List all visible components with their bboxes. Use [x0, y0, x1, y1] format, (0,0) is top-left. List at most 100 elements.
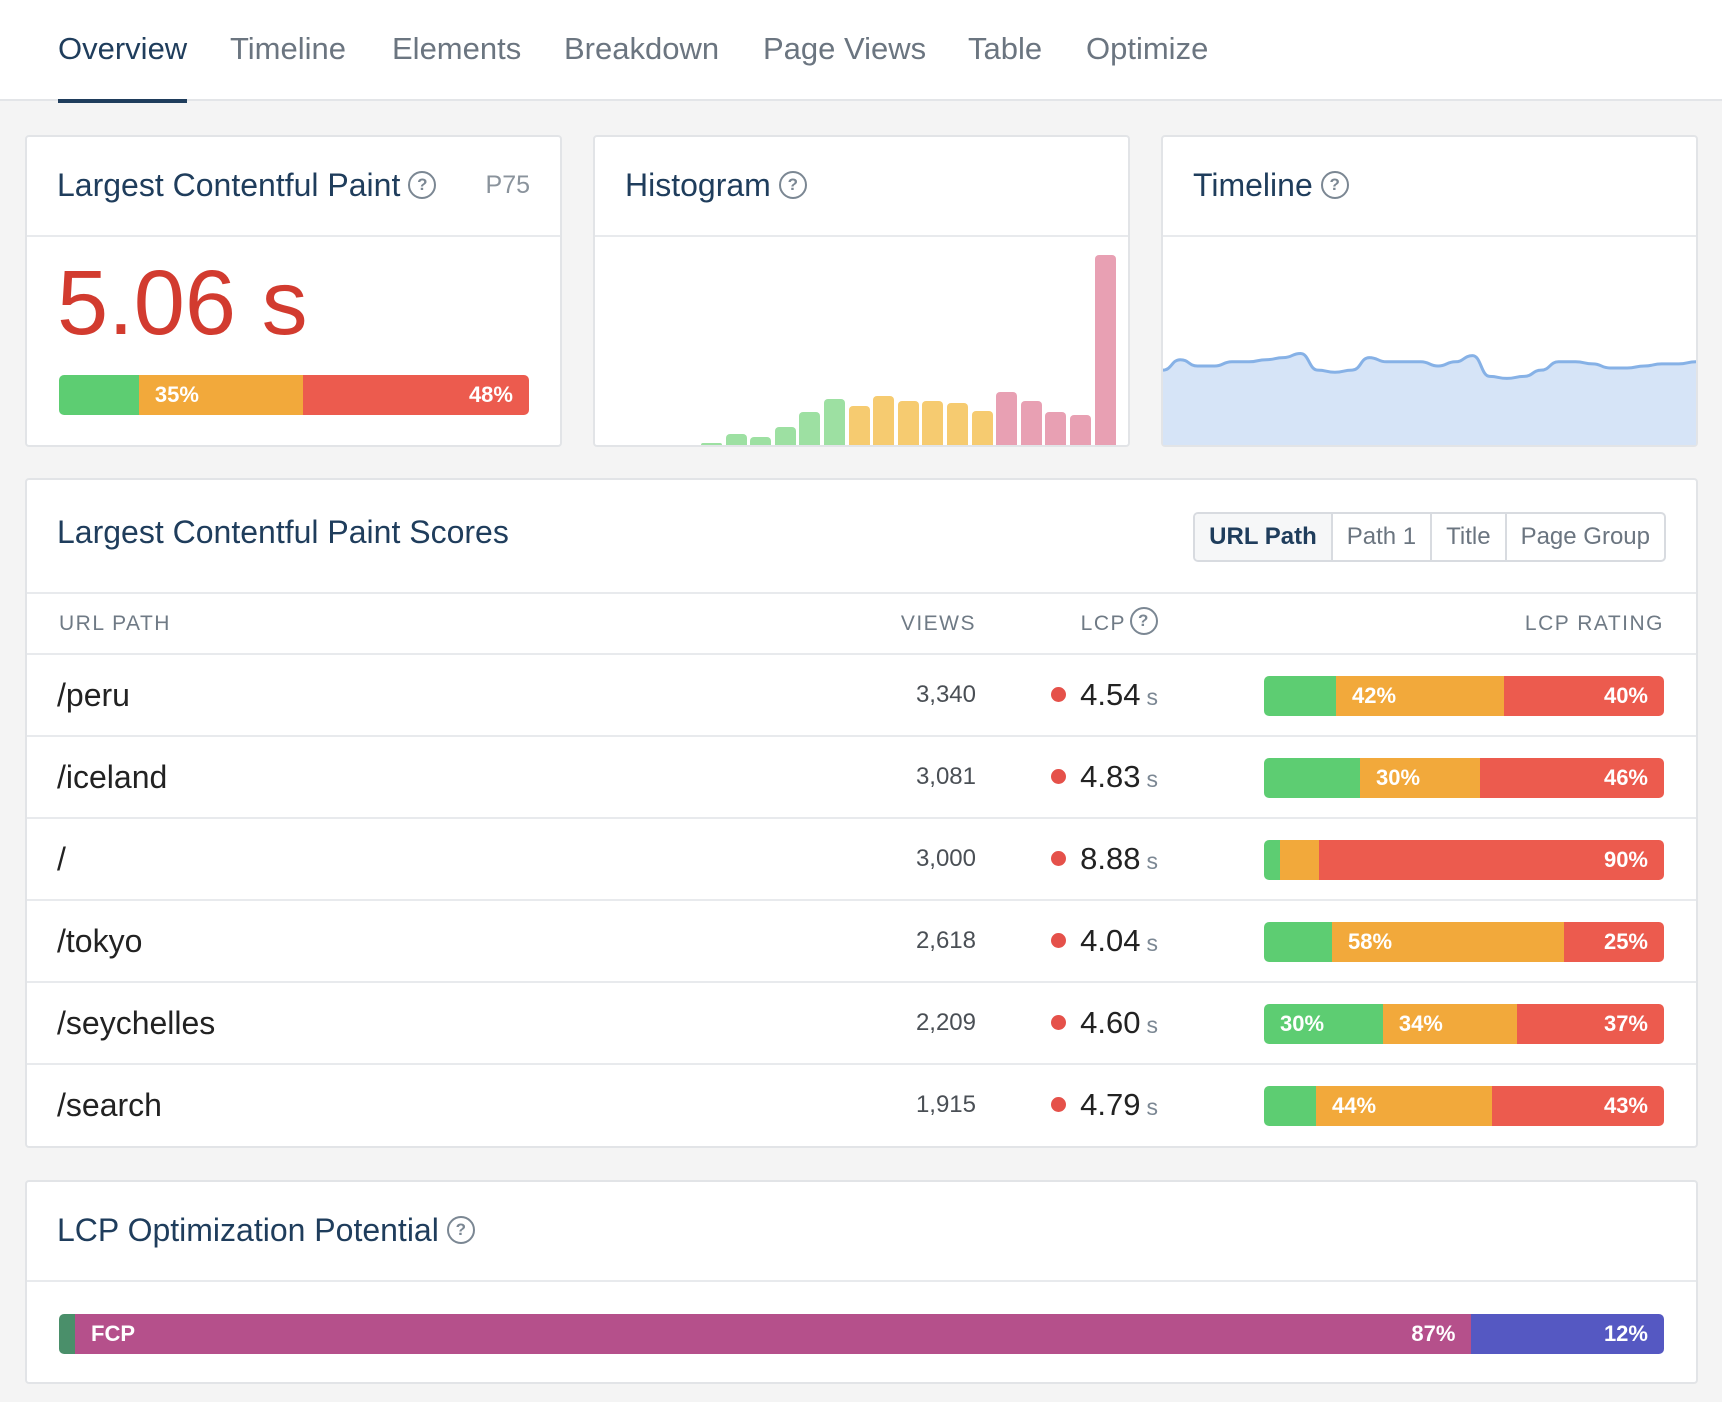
- rating-ni-segment: [1280, 840, 1319, 880]
- rating-good-segment: [1264, 676, 1336, 716]
- rating-poor-segment: 90%: [1318, 840, 1664, 880]
- rating-poor-segment: 46%: [1480, 758, 1664, 798]
- help-icon[interactable]: ?: [1130, 607, 1158, 636]
- tab-elements[interactable]: Elements: [392, 31, 522, 66]
- lcp-cell: 8.88 s: [1051, 819, 1158, 901]
- poor-status-dot: [1051, 769, 1067, 784]
- lcp-value: 4.04: [1080, 923, 1141, 958]
- lcp-rating-bar: 35% 48%: [59, 375, 529, 415]
- col-views[interactable]: VIEWS: [900, 612, 976, 635]
- rating-good-segment: [1264, 840, 1280, 880]
- lcp-value: 4.60: [1080, 1005, 1141, 1040]
- histogram-bar[interactable]: [996, 391, 1018, 445]
- histogram-bar[interactable]: [1094, 255, 1116, 445]
- histogram-bar[interactable]: [1020, 401, 1042, 445]
- divider: [27, 592, 1696, 594]
- filter-path-1[interactable]: Path 1: [1330, 514, 1430, 560]
- tab-table[interactable]: Table: [968, 31, 1043, 66]
- filter-url-path[interactable]: URL Path: [1195, 514, 1331, 560]
- help-icon[interactable]: ?: [408, 170, 437, 199]
- url-path-cell[interactable]: /peru: [57, 677, 130, 713]
- lcp-unit: s: [1146, 848, 1159, 874]
- optimization-bar: FCP 87% 12%: [59, 1314, 1664, 1354]
- histogram-bar[interactable]: [1045, 411, 1067, 445]
- rating-poor-segment: 40%: [1504, 676, 1664, 716]
- percentile-label: P75: [485, 171, 530, 199]
- table-row[interactable]: /iceland 3,081 4.83 s 30% 46%: [27, 737, 1696, 819]
- url-path-cell[interactable]: /: [57, 841, 66, 877]
- histogram-title: Histogram: [625, 167, 771, 203]
- url-path-cell[interactable]: /seychelles: [57, 1005, 216, 1041]
- lcp-unit: s: [1146, 766, 1159, 792]
- filter-title[interactable]: Title: [1430, 514, 1504, 560]
- lcp-value: 4.79: [1080, 1087, 1141, 1122]
- lcp-value: 4.54: [1080, 677, 1141, 712]
- fcp-segment: FCP 87%: [75, 1314, 1472, 1354]
- timeline-chart[interactable]: [1163, 237, 1696, 445]
- rating-ni-segment: 58%: [1332, 922, 1564, 962]
- rating-ni-segment: 42%: [1336, 676, 1504, 716]
- views-cell: 2,209: [915, 1009, 976, 1036]
- table-row[interactable]: /peru 3,340 4.54 s 42% 40%: [27, 655, 1696, 737]
- views-cell: 2,618: [915, 927, 976, 954]
- histogram-bar[interactable]: [922, 401, 944, 445]
- rating-ni-segment: 35%: [138, 375, 304, 415]
- histogram-bar[interactable]: [947, 403, 968, 445]
- histogram-bar[interactable]: [897, 401, 919, 445]
- lcp-unit: s: [1146, 930, 1159, 956]
- tab-timeline[interactable]: Timeline: [230, 31, 346, 66]
- histogram-bar[interactable]: [824, 398, 845, 445]
- poor-status-dot: [1051, 687, 1067, 702]
- histogram-bar[interactable]: [971, 410, 993, 445]
- poor-status-dot: [1051, 933, 1067, 948]
- rating-good-segment: [1264, 1086, 1316, 1126]
- lcp-cell: 4.04 s: [1051, 901, 1158, 983]
- card-title: LCP Optimization Potential?: [57, 1182, 475, 1278]
- col-lcp-rating[interactable]: LCP RATING: [1524, 612, 1664, 635]
- histogram-bar[interactable]: [848, 405, 870, 445]
- histogram-chart[interactable]: [595, 237, 1128, 445]
- url-path-cell[interactable]: /iceland: [57, 759, 168, 795]
- scores-card-title: Largest Contentful Paint Scores: [57, 514, 509, 550]
- col-url-path[interactable]: URL PATH: [59, 612, 171, 635]
- card-header: LCP Optimization Potential?: [27, 1182, 1696, 1282]
- segment-name: FCP: [91, 1321, 136, 1346]
- poor-status-dot: [1051, 1015, 1067, 1030]
- table-row[interactable]: /tokyo 2,618 4.04 s 58% 25%: [27, 901, 1696, 983]
- views-cell: 1,915: [915, 1091, 976, 1118]
- rating-ni-segment: 44%: [1316, 1086, 1492, 1126]
- views-cell: 3,000: [915, 845, 976, 872]
- lcp-cell: 4.54 s: [1051, 655, 1158, 737]
- table-row[interactable]: /seychelles 2,209 4.60 s 30% 34% 37%: [27, 983, 1696, 1065]
- url-path-cell[interactable]: /search: [57, 1087, 162, 1123]
- histogram-bar[interactable]: [1070, 415, 1091, 445]
- rating-good-segment: [59, 375, 139, 415]
- rating-good-segment: 30%: [1264, 1004, 1383, 1044]
- lcp-rating-bar: 58% 25%: [1264, 922, 1664, 962]
- histogram-bar[interactable]: [799, 411, 821, 445]
- help-icon[interactable]: ?: [1320, 170, 1349, 199]
- help-icon[interactable]: ?: [778, 170, 807, 199]
- tab-overview[interactable]: Overview: [58, 0, 188, 103]
- url-path-cell[interactable]: /tokyo: [57, 923, 143, 959]
- lcp-unit: s: [1146, 684, 1159, 710]
- timeline-line: [1163, 351, 1696, 380]
- histogram-bar[interactable]: [774, 427, 796, 445]
- tab-optimize[interactable]: Optimize: [1086, 31, 1209, 66]
- filter-page-group[interactable]: Page Group: [1504, 514, 1664, 560]
- col-lcp[interactable]: LCP?: [1081, 592, 1158, 655]
- tab-breakdown[interactable]: Breakdown: [564, 31, 720, 66]
- table-row[interactable]: / 3,000 8.88 s 90%: [27, 819, 1696, 901]
- poor-status-dot: [1051, 1097, 1067, 1112]
- histogram-bar[interactable]: [701, 442, 722, 445]
- table-row[interactable]: /search 1,915 4.79 s 44% 43%: [27, 1065, 1696, 1147]
- tab-page-views[interactable]: Page Views: [763, 31, 927, 66]
- histogram-card: Histogram?: [593, 135, 1130, 447]
- remaining-segment: 12%: [1471, 1314, 1664, 1354]
- histogram-bar[interactable]: [873, 396, 895, 445]
- help-icon[interactable]: ?: [446, 1215, 475, 1244]
- histogram-bar[interactable]: [725, 434, 747, 445]
- histogram-bar[interactable]: [750, 436, 772, 445]
- lcp-card-title: Largest Contentful Paint: [57, 167, 401, 203]
- poor-status-dot: [1051, 851, 1067, 866]
